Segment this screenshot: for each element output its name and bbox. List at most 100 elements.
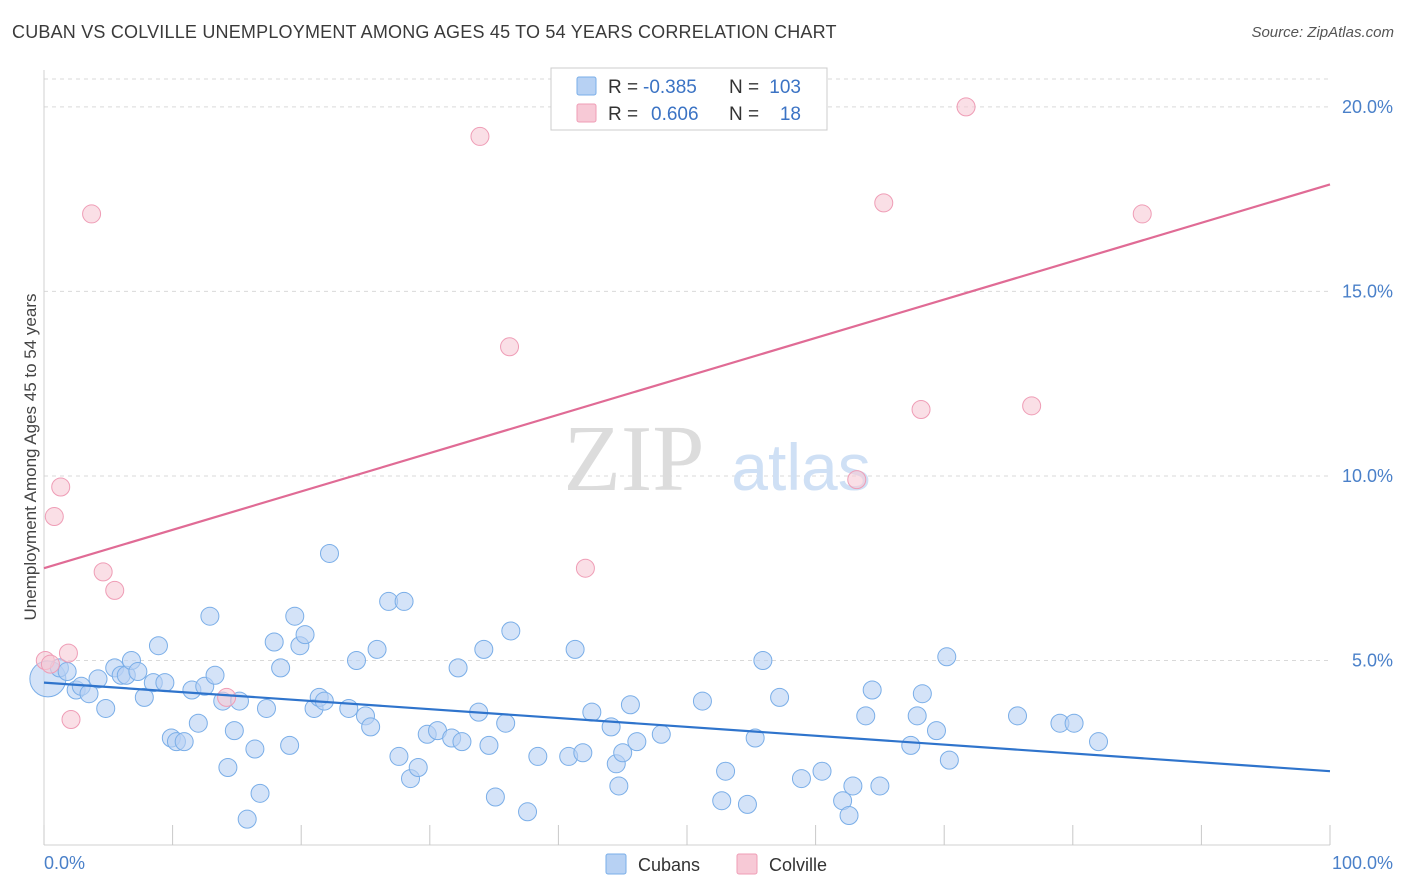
colville-trend-line [43, 183, 1331, 570]
cubans-point [408, 758, 428, 777]
y-tick-label: 5.0% [1352, 650, 1393, 670]
cubans-point [88, 669, 108, 689]
legend-r-label-colville: R = [608, 104, 638, 125]
cubans-point [770, 687, 790, 707]
colville-point [61, 710, 81, 730]
cubans-point [280, 735, 300, 755]
y-tick-label: 10.0% [1342, 466, 1393, 486]
cubans-point [843, 776, 863, 796]
stats-legend: R = -0.385 N = 103 R = 0.606 N = 18 [550, 67, 828, 131]
cubans-point [346, 650, 366, 670]
cubans-point [582, 702, 602, 722]
chart-title: CUBAN VS COLVILLE UNEMPLOYMENT AMONG AGE… [12, 22, 837, 42]
cubans-point [907, 706, 927, 726]
legend-r-value-cubans: -0.385 [643, 77, 697, 98]
legend-swatch-colville [576, 103, 597, 123]
colville-point [1022, 396, 1042, 416]
colville-point [956, 97, 976, 117]
y-axis-label: Unemployment Among Ages 45 to 54 years [21, 294, 40, 621]
y-tick-label: 20.0% [1342, 97, 1393, 117]
cubans-point [148, 636, 168, 656]
cubans-point [627, 732, 647, 752]
series-legend-label-cubans: Cubans [638, 855, 700, 875]
series-legend-label-colville: Colville [769, 855, 827, 875]
colville-point [58, 643, 78, 663]
cubans-point [901, 735, 921, 755]
cubans-point [479, 735, 499, 755]
cubans-point [474, 639, 494, 659]
legend-r-value-colville: 0.606 [651, 104, 699, 125]
colville-point [470, 126, 490, 146]
colville-point [40, 654, 60, 674]
cubans-point [745, 728, 765, 748]
cubans-point [134, 687, 154, 707]
cubans-point [528, 746, 548, 766]
cubans-point [856, 706, 876, 726]
cubans-point [912, 684, 932, 704]
x-tick-label: 100.0% [1332, 853, 1393, 873]
stats-legend-box [550, 67, 828, 131]
watermark-atlas: atlas [731, 430, 870, 504]
cubans-point [155, 673, 175, 693]
colville-point [911, 400, 931, 420]
cubans-point [200, 606, 220, 626]
colville-point [847, 470, 867, 490]
colville-point [51, 477, 71, 497]
cubans-point [501, 621, 521, 641]
legend-n-value-cubans: 103 [769, 77, 801, 98]
colville-point [93, 562, 113, 582]
cubans-point [753, 650, 773, 670]
cubans-point [256, 698, 276, 718]
series-legend: Cubans Colville [605, 853, 827, 875]
cubans-point [394, 591, 414, 611]
cubans-point [174, 732, 194, 752]
cubans-point [609, 776, 629, 796]
cubans-point [485, 787, 505, 807]
cubans-point [862, 680, 882, 700]
cubans-point [518, 802, 538, 822]
cubans-point [264, 632, 284, 652]
cubans-point [188, 713, 208, 733]
colville-point [82, 204, 102, 224]
colville-point [575, 558, 595, 578]
cubans-point [250, 783, 270, 803]
cubans-point [319, 543, 339, 563]
cubans-point [812, 761, 832, 781]
cubans-point [870, 776, 890, 796]
colville-points [35, 97, 1152, 730]
cubans-point [651, 724, 671, 744]
cubans-point [573, 743, 593, 763]
cubans-point [361, 717, 381, 737]
cubans-point [237, 809, 257, 829]
cubans-point [218, 758, 238, 777]
cubans-point [367, 639, 387, 659]
cubans-point [245, 739, 265, 759]
grid-lines: 5.0% 10.0% 15.0% 20.0% [44, 78, 1393, 670]
colville-point [500, 337, 520, 357]
cubans-point [205, 665, 225, 685]
cubans-point [791, 769, 811, 789]
legend-n-label-colville: N = [729, 104, 759, 125]
cubans-point [613, 743, 633, 763]
cubans-point [716, 761, 736, 781]
legend-n-label-cubans: N = [729, 77, 759, 98]
cubans-point [285, 606, 305, 626]
cubans-point [96, 698, 116, 718]
cubans-point [389, 746, 409, 766]
colville-point [105, 580, 125, 600]
cubans-point [271, 658, 291, 678]
series-legend-swatch-colville [736, 853, 758, 875]
watermark-zip: ZIP [564, 407, 705, 511]
cubans-point [128, 662, 148, 682]
cubans-point [295, 625, 315, 645]
trend-lines [43, 183, 1331, 773]
cubans-point [937, 647, 957, 667]
cubans-trend-line [43, 681, 1331, 773]
x-tick-label: 0.0% [44, 853, 85, 873]
cubans-point [452, 732, 472, 752]
cubans-point [939, 750, 959, 770]
legend-r-label-cubans: R = [608, 77, 638, 98]
cubans-point [1008, 706, 1028, 726]
cubans-point [565, 639, 585, 659]
